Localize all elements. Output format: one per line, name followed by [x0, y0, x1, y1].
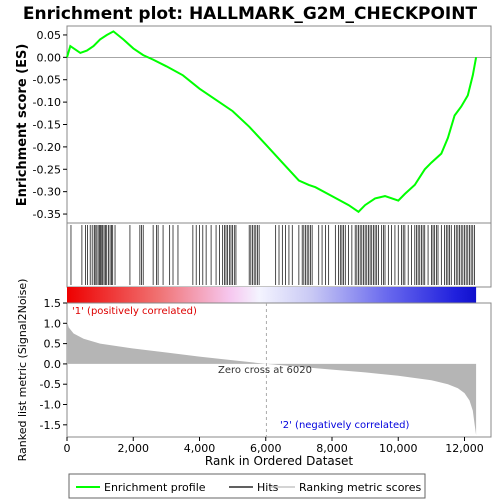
hits-panel — [66, 222, 492, 288]
x-tick-label: 8,000 — [316, 442, 348, 455]
negative-correlation-label: '2' (negatively correlated) — [280, 420, 409, 431]
legend-metric-label: Ranking metric scores — [299, 481, 421, 494]
hits-marks — [70, 225, 475, 285]
x-axis: 0 2,000 4,000 6,000 8,000 10,000 12,000 — [64, 437, 484, 455]
x-axis-label: Rank in Ordered Dataset — [205, 454, 353, 468]
metric-y-tick-label: -1.0 — [40, 399, 61, 412]
rank-color-bar — [67, 287, 477, 303]
x-tick-label: 12,000 — [445, 442, 484, 455]
legend-hits-label: Hits — [257, 481, 279, 494]
legend: Enrichment profile Hits Ranking metric s… — [68, 473, 426, 499]
es-panel: 0.05 0.00 -0.05 -0.10 -0.15 -0.20 -0.25 -0.30 -0… — [15, 25, 492, 224]
metric-y-axis: 1.5 1.0 0.5 0.0 -0.5 -1.0 -1.5 — [40, 297, 67, 432]
es-y-tick-label: -0.30 — [33, 186, 61, 199]
x-tick-label: 4,000 — [184, 442, 216, 455]
metric-y-tick-label: -1.5 — [40, 419, 61, 432]
es-y-tick-label: -0.20 — [33, 141, 61, 154]
positive-correlation-label: '1' (positively correlated) — [72, 306, 197, 317]
es-y-tick-label: 0.05 — [37, 29, 62, 42]
rank-gradient-bar — [67, 287, 477, 303]
chart-title: Enrichment plot: HALLMARK_G2M_CHECKPOINT — [23, 4, 478, 24]
legend-box — [68, 473, 426, 499]
es-y-axis: 0.05 0.00 -0.05 -0.10 -0.15 -0.20 -0.25 -0.30 -0… — [33, 29, 67, 221]
metric-y-tick-label: 0.5 — [44, 338, 62, 351]
zero-cross-label: Zero cross at 6020 — [218, 365, 312, 376]
metric-y-label: Ranked list metric (Signal2Noise) — [16, 279, 29, 462]
metric-y-tick-label: 1.0 — [44, 317, 62, 330]
x-tick-label: 0 — [64, 442, 71, 455]
x-tick-label: 2,000 — [118, 442, 150, 455]
es-panel-frame — [66, 25, 492, 224]
es-y-tick-label: 0.00 — [37, 51, 62, 64]
metric-panel: 1.5 1.0 0.5 0.0 -0.5 -1.0 -1.5 '1' (positively… — [16, 279, 492, 462]
es-y-label: Enrichment score (ES) — [15, 44, 30, 207]
metric-y-tick-label: 0.0 — [44, 358, 62, 371]
x-tick-label: 10,000 — [379, 442, 418, 455]
metric-y-tick-label: -0.5 — [40, 378, 61, 391]
es-y-tick-label: -0.15 — [33, 119, 61, 132]
enrichment-profile-line — [66, 30, 478, 214]
es-y-tick-label: -0.05 — [33, 74, 61, 87]
es-y-tick-label: -0.25 — [33, 163, 61, 176]
legend-enrichment-label: Enrichment profile — [104, 481, 206, 494]
metric-y-tick-label: 1.5 — [44, 297, 62, 310]
x-tick-label: 6,000 — [250, 442, 282, 455]
es-y-tick-label: -0.10 — [33, 96, 61, 109]
es-y-tick-label: -0.35 — [33, 208, 61, 221]
